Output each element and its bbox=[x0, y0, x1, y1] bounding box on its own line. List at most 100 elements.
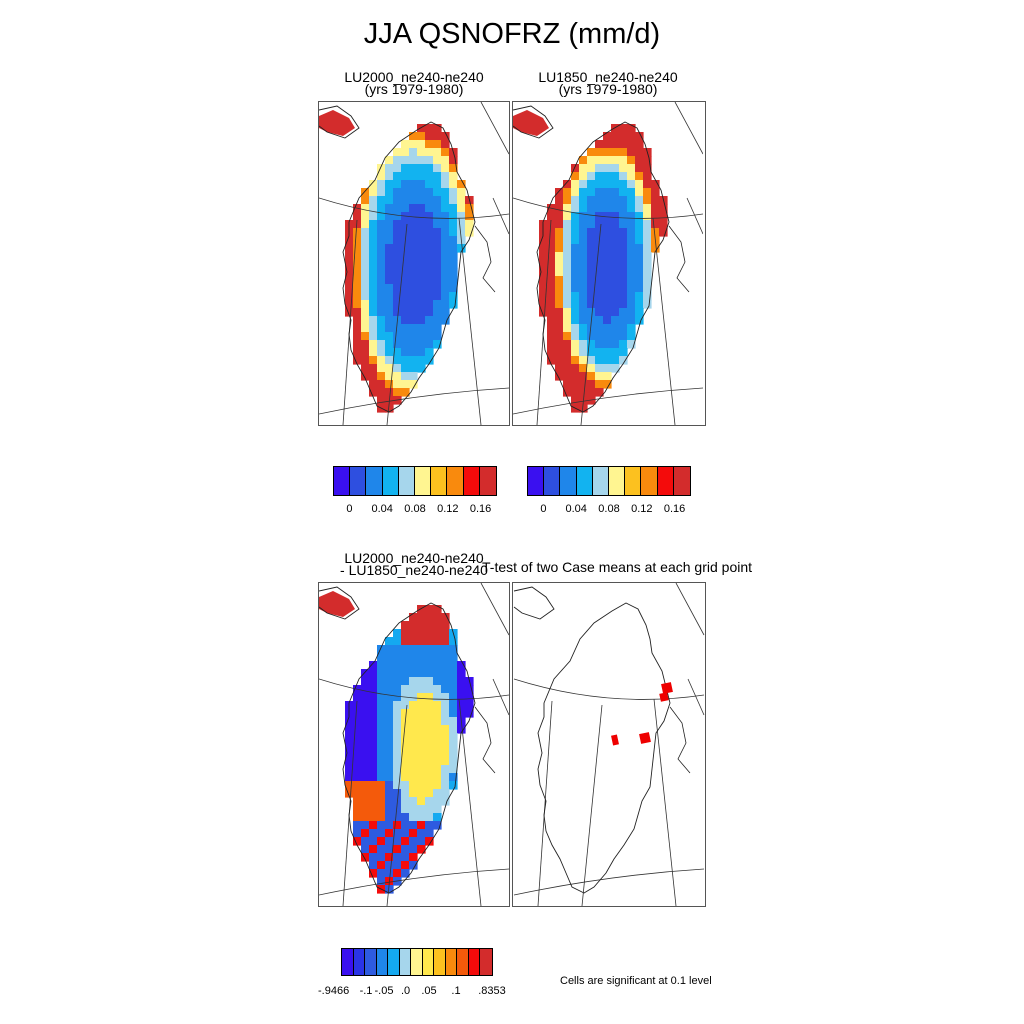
heatmap-cell bbox=[611, 284, 620, 293]
heatmap-cell bbox=[603, 276, 612, 285]
heatmap-cell bbox=[635, 308, 644, 317]
heatmap-cell bbox=[353, 252, 362, 261]
heatmap-cell bbox=[385, 741, 394, 750]
heatmap-cell bbox=[643, 244, 652, 253]
heatmap-cell bbox=[353, 300, 362, 309]
heatmap-cell bbox=[433, 781, 442, 790]
ellesmere-cells bbox=[319, 110, 355, 136]
heatmap-cell bbox=[457, 188, 466, 197]
heatmap-cell bbox=[361, 781, 370, 790]
heatmap-cell bbox=[659, 212, 668, 221]
heatmap-cell bbox=[369, 284, 378, 293]
heatmap-cell bbox=[369, 212, 378, 221]
east-coast-island-outline bbox=[669, 706, 691, 774]
heatmap-cell bbox=[385, 637, 394, 646]
heatmap-cell bbox=[409, 164, 418, 173]
heatmap-cell bbox=[611, 348, 620, 357]
heatmap-cell bbox=[417, 172, 426, 181]
map-panel-lu2000 bbox=[318, 101, 510, 426]
heatmap-cell bbox=[377, 837, 386, 846]
heatmap-cell bbox=[361, 685, 370, 694]
heatmap-cell bbox=[547, 268, 556, 277]
heatmap-cell bbox=[361, 837, 370, 846]
heatmap-cell bbox=[465, 685, 474, 694]
heatmap-cell bbox=[361, 364, 370, 373]
heatmap-cell bbox=[579, 212, 588, 221]
meridian-line-c bbox=[458, 698, 482, 906]
heatmap-cell bbox=[393, 212, 402, 221]
heatmap-cell bbox=[369, 701, 378, 710]
heatmap-cell bbox=[369, 789, 378, 798]
heatmap-cell bbox=[571, 332, 580, 341]
heatmap-cell bbox=[603, 204, 612, 213]
heatmap-cell bbox=[441, 156, 450, 165]
heatmap-cell bbox=[401, 140, 410, 149]
heatmap-cell bbox=[417, 677, 426, 686]
map-panel-lu1850 bbox=[512, 101, 706, 426]
heatmap-cell bbox=[555, 220, 564, 229]
heatmap-cell bbox=[441, 637, 450, 646]
heatmap-cell bbox=[619, 164, 628, 173]
panel1-title-line2: (yrs 1979-1980) bbox=[364, 81, 464, 97]
heatmap-cell bbox=[619, 332, 628, 341]
heatmap-cell bbox=[409, 356, 418, 365]
heatmap-cell bbox=[393, 853, 402, 862]
heatmap-cell bbox=[385, 853, 394, 862]
heatmap-cell bbox=[563, 340, 572, 349]
ellesmere-coastline bbox=[319, 105, 360, 139]
heatmap-cell bbox=[449, 709, 458, 718]
heatmap-cell bbox=[571, 228, 580, 237]
heatmap-cell bbox=[401, 677, 410, 686]
heatmap-cell bbox=[401, 709, 410, 718]
heatmap-cell bbox=[393, 188, 402, 197]
panel4-title-line1: T-test of two Case means at each grid po… bbox=[482, 559, 753, 575]
heatmap-cell bbox=[643, 236, 652, 245]
heatmap-cell bbox=[571, 172, 580, 181]
heatmap-cell bbox=[401, 701, 410, 710]
heatmap-cell bbox=[555, 300, 564, 309]
heatmap-cell bbox=[563, 308, 572, 317]
heatmap-cell bbox=[619, 236, 628, 245]
heatmap-cell bbox=[611, 124, 620, 133]
heatmap-cell bbox=[579, 372, 588, 381]
heatmap-cell bbox=[377, 316, 386, 325]
meridian-line-e bbox=[492, 197, 509, 235]
heatmap-cell bbox=[345, 252, 354, 261]
heatmap-cell bbox=[385, 260, 394, 269]
heatmap-cell bbox=[369, 180, 378, 189]
heatmap-cell bbox=[385, 156, 394, 165]
heatmap-cell bbox=[369, 364, 378, 373]
heatmap-cell bbox=[353, 268, 362, 277]
colorbar-tick-label: 0.04 bbox=[565, 503, 587, 515]
heatmap-cell bbox=[409, 292, 418, 301]
colorbar-tick-label: 0.04 bbox=[371, 503, 393, 515]
colorbar-swatch bbox=[457, 949, 469, 975]
heatmap-cell bbox=[643, 204, 652, 213]
heatmap-cell bbox=[425, 228, 434, 237]
heatmap-cell bbox=[417, 717, 426, 726]
heatmap-cell bbox=[449, 661, 458, 670]
heatmap-cell bbox=[635, 132, 644, 141]
heatmap-cell bbox=[401, 172, 410, 181]
heatmap-cell bbox=[393, 244, 402, 253]
heatmap-cell bbox=[361, 765, 370, 774]
heatmap-cell bbox=[627, 140, 636, 149]
colorbar-tick-label: 0.12 bbox=[437, 503, 459, 515]
heatmap-cell bbox=[555, 268, 564, 277]
meridian-line-a bbox=[342, 700, 358, 906]
heatmap-cell bbox=[449, 693, 458, 702]
heatmap-cell bbox=[345, 260, 354, 269]
heatmap-cell bbox=[603, 340, 612, 349]
heatmap-cell bbox=[393, 717, 402, 726]
heatmap-cell bbox=[401, 284, 410, 293]
heatmap-cell bbox=[353, 693, 362, 702]
heatmap-cell bbox=[385, 733, 394, 742]
colorbar-swatch bbox=[528, 467, 545, 495]
heatmap-cell bbox=[579, 156, 588, 165]
heatmap-cell bbox=[401, 348, 410, 357]
east-coast-island-outline bbox=[474, 706, 496, 774]
heatmap-cell bbox=[611, 164, 620, 173]
heatmap-cell bbox=[401, 356, 410, 365]
heatmap-cell bbox=[595, 188, 604, 197]
colorbar-swatch bbox=[592, 467, 609, 495]
